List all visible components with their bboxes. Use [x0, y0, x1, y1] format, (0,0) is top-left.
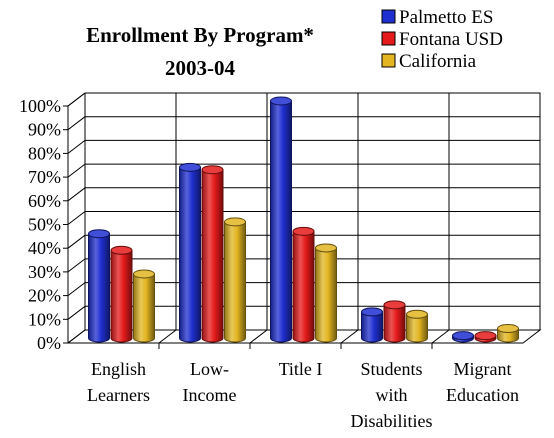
bar-top-2-4: [497, 324, 519, 334]
legend-swatch-1: [381, 31, 396, 46]
gridline-side: [67, 305, 86, 320]
bar-top-2-2: [315, 243, 337, 253]
gridline-side: [67, 116, 86, 131]
gridline-side: [67, 187, 86, 202]
y-tick-label: 40%: [28, 238, 61, 258]
x-tick-label: Low-: [190, 359, 229, 379]
bar-0-2: [270, 100, 292, 343]
gridline-side: [67, 163, 86, 178]
x-tick-label: Income: [183, 385, 237, 405]
gridline-side: [67, 140, 86, 154]
x-tick-label: with: [375, 385, 407, 405]
x-tick-label: Disabilities: [351, 411, 433, 431]
bar-0-0: [88, 233, 110, 343]
bar-top-2-0: [133, 269, 155, 279]
y-tick-label: 30%: [28, 262, 61, 282]
bar-2-3: [406, 313, 428, 343]
category-floor-line: [340, 329, 359, 344]
y-tick-label: 50%: [28, 215, 61, 235]
bar-2-1: [224, 221, 246, 343]
y-tick-label: 100%: [19, 96, 61, 116]
legend-label-2: California: [399, 51, 477, 72]
chart-subtitle: 2003-04: [165, 56, 235, 80]
bar-top-0-2: [270, 96, 292, 106]
legend-label-0: Palmetto ES: [399, 7, 493, 28]
y-tick-label: 80%: [28, 143, 61, 163]
bar-0-1: [179, 166, 201, 343]
y-tick-label: 10%: [28, 309, 61, 329]
bar-2-2: [315, 247, 337, 343]
x-tick-label: Education: [446, 385, 519, 405]
bar-top-0-4: [452, 331, 474, 341]
gridline-side: [67, 282, 86, 296]
bar-top-1-0: [110, 245, 133, 255]
legend-swatch-0: [381, 9, 396, 24]
bar-0-3: [361, 311, 383, 343]
chart-title: Enrollment By Program*: [86, 23, 314, 47]
bar-top-1-3: [383, 300, 406, 310]
gridline-side: [67, 329, 86, 344]
y-tick-label: 90%: [28, 120, 61, 140]
legend-label-1: Fontana USD: [399, 29, 503, 50]
category-floor-line: [431, 329, 450, 344]
gridline-side: [67, 234, 86, 249]
gridline-side: [67, 211, 86, 225]
bar-top-0-1: [179, 162, 201, 172]
legend-swatch-2: [381, 53, 396, 68]
gridline-side: [67, 258, 86, 273]
category-floor-line: [158, 329, 177, 344]
bar-top-2-3: [406, 309, 428, 319]
bar-top-0-3: [361, 307, 383, 317]
bar-2-0: [133, 273, 155, 343]
bar-top-1-2: [292, 226, 315, 236]
x-tick-label: English: [91, 359, 146, 379]
category-floor-line: [249, 329, 268, 344]
wall-top-edge: [67, 92, 86, 107]
bar-top-2-1: [224, 217, 246, 227]
bar-1-2: [292, 230, 315, 343]
x-tick-label: Students: [360, 359, 422, 379]
x-tick-label: Title I: [279, 359, 323, 379]
x-tick-label: Migrant: [454, 359, 512, 379]
bar-top-1-1: [201, 165, 224, 175]
bar-1-0: [110, 249, 133, 343]
bar-1-1: [201, 169, 224, 343]
bar-top-0-0: [88, 229, 110, 239]
y-tick-label: 20%: [28, 286, 61, 306]
x-tick-label: Learners: [87, 385, 150, 405]
y-tick-label: 0%: [37, 333, 61, 353]
bar-1-3: [383, 304, 406, 343]
bar-top-1-4: [474, 331, 497, 341]
y-tick-label: 60%: [28, 191, 61, 211]
y-tick-label: 70%: [28, 167, 61, 187]
